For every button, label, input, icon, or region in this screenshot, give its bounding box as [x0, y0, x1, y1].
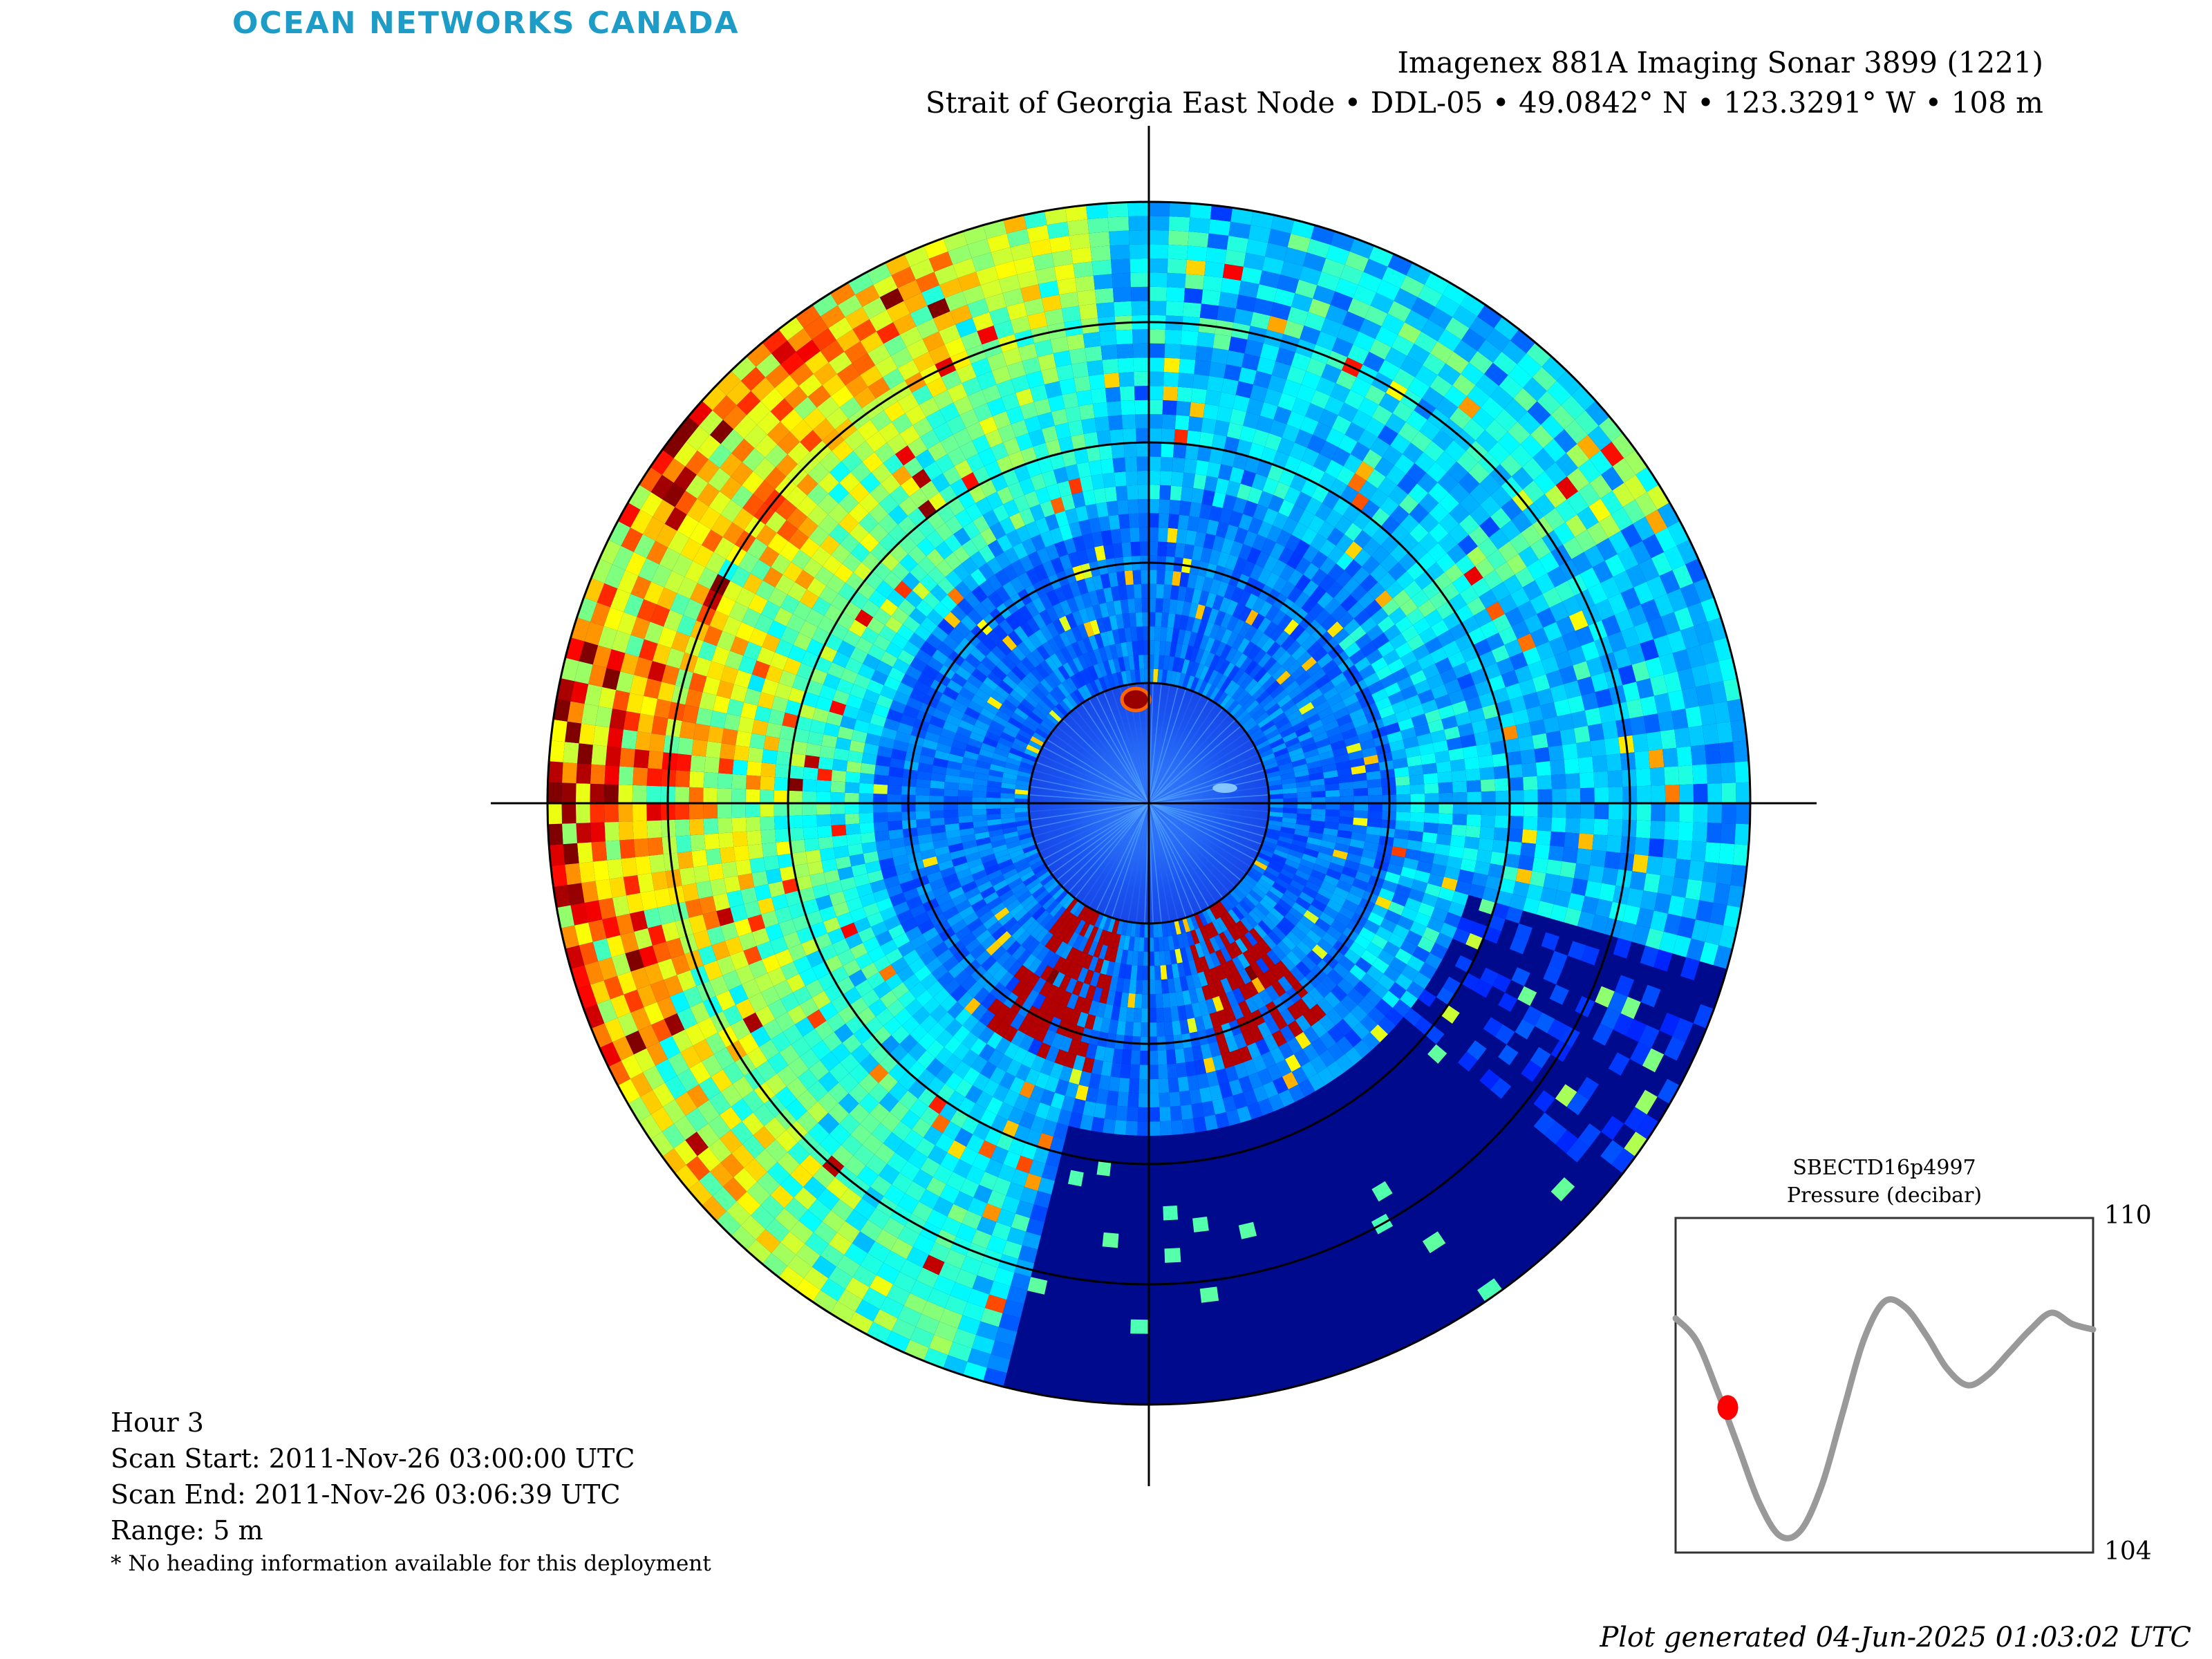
inset-ytick-bottom: 104: [2104, 1537, 2152, 1566]
crosshair: [491, 126, 1817, 1486]
current-time-marker: [1717, 1395, 1738, 1421]
scan-start: Scan Start: 2011-Nov-26 03:00:00 UTC: [111, 1443, 635, 1474]
sonar-target: [1120, 686, 1152, 713]
inset-title: SBECTD16p4997: [1792, 1156, 1976, 1180]
inset-frame: [1674, 1217, 2094, 1554]
inset-ytick-top: 110: [2104, 1201, 2152, 1230]
pressure-inset-chart: [1672, 1217, 2097, 1554]
brand-logo-text: OCEAN NETWORKS CANADA: [232, 6, 740, 41]
pressure-series-line: [1672, 1296, 2097, 1541]
scan-end: Scan End: 2011-Nov-26 03:06:39 UTC: [111, 1479, 621, 1510]
range-label: Range: 5 m: [111, 1515, 263, 1546]
location-subtitle: Strait of Georgia East Node • DDL-05 • 4…: [925, 86, 2043, 120]
inset-subtitle: Pressure (decibar): [1786, 1183, 1983, 1208]
plot-generated-timestamp: Plot generated 04-Jun-2025 01:03:02 UTC: [1600, 1622, 2191, 1653]
heading-note: * No heading information available for t…: [111, 1551, 711, 1576]
instrument-title: Imagenex 881A Imaging Sonar 3899 (1221): [1397, 46, 2043, 79]
hour-label: Hour 3: [111, 1407, 204, 1438]
